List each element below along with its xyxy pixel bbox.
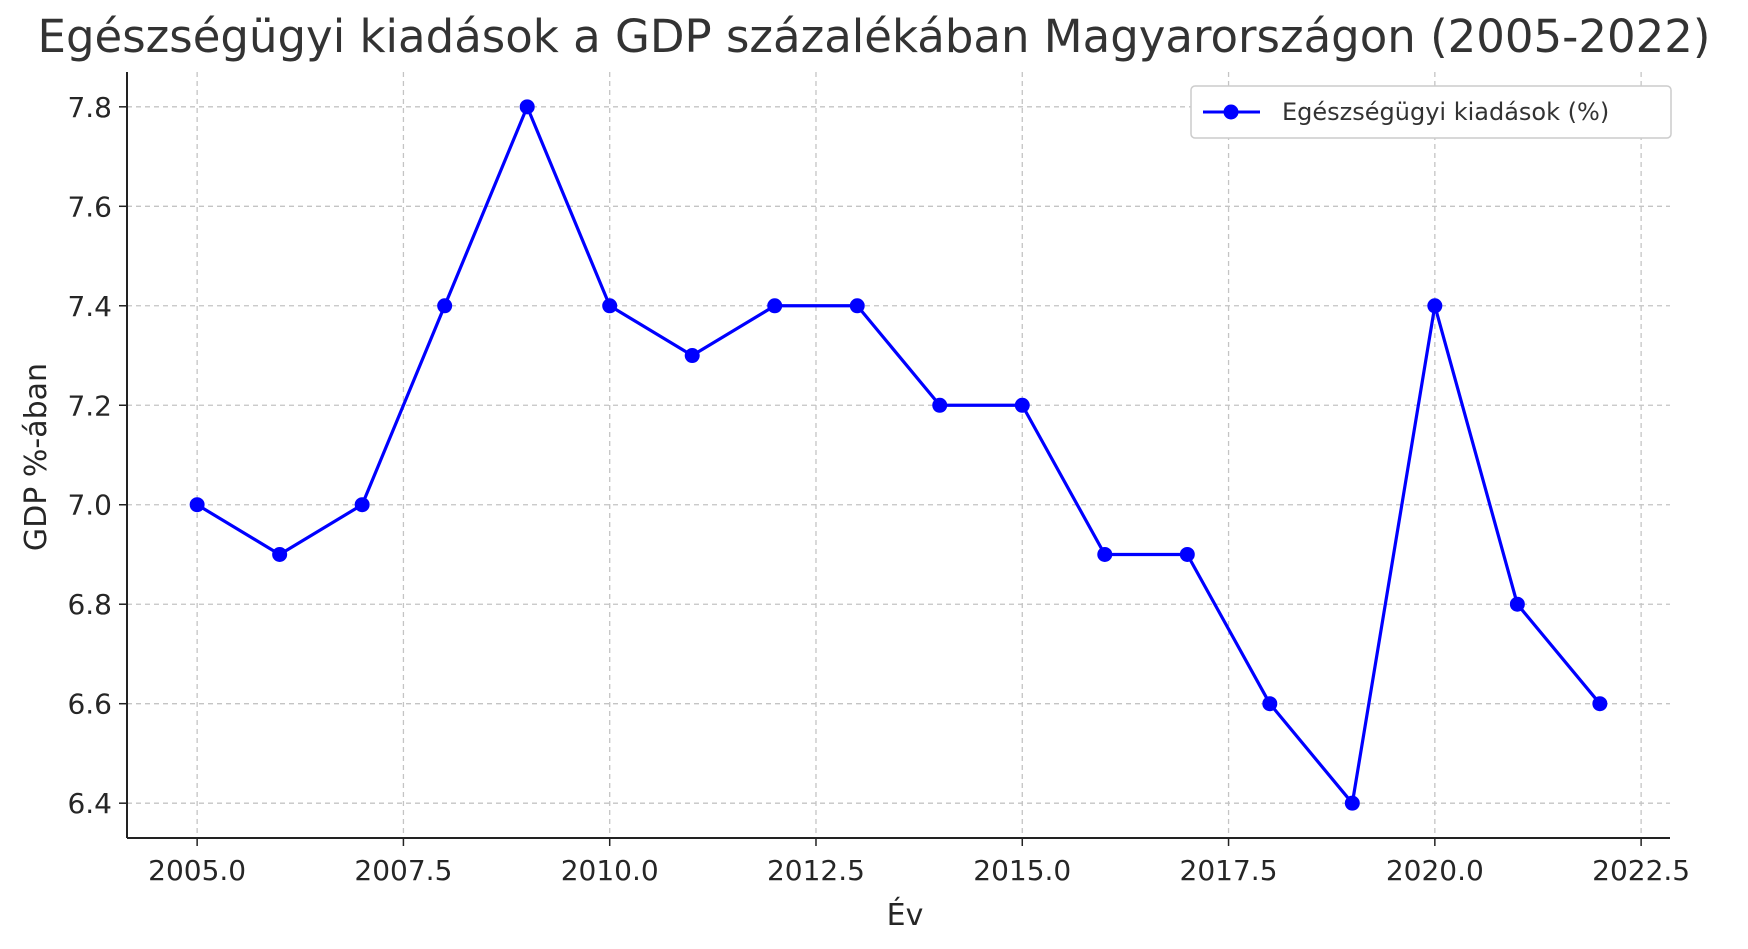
legend-label: Egészségügyi kiadások (%): [1282, 98, 1609, 126]
y-axis-ticks: 6.4 6.6 6.8 7.0 7.2 7.4 7.6 7.8: [67, 91, 127, 820]
data-point: [602, 298, 618, 314]
x-tick-label: 2010.0: [561, 854, 659, 887]
x-tick-label: 2007.5: [354, 854, 452, 887]
data-point: [1097, 546, 1113, 562]
data-point: [1592, 696, 1608, 712]
y-axis-title: GDP %-ában: [19, 363, 54, 551]
data-point: [849, 298, 865, 314]
x-tick-label: 2005.0: [148, 854, 246, 887]
legend-box: [1190, 85, 1672, 139]
series-layer: [189, 99, 1608, 811]
x-tick-label: 2017.5: [1180, 854, 1278, 887]
legend: Egészségügyi kiadások (%): [1190, 85, 1672, 139]
x-tick-label: 2012.5: [767, 854, 865, 887]
grid: [127, 72, 1670, 838]
x-tick-label: 2020.0: [1386, 854, 1484, 887]
data-point: [932, 397, 948, 413]
data-point: [354, 497, 370, 513]
y-tick-label: 7.6: [67, 190, 112, 223]
chart-title: Egészségügyi kiadások a GDP százalékában…: [37, 10, 1711, 63]
y-tick-label: 7.8: [67, 91, 112, 124]
data-point: [272, 546, 288, 562]
x-tick-label: 2022.5: [1592, 854, 1690, 887]
y-tick-label: 7.2: [67, 389, 112, 422]
y-tick-label: 6.8: [67, 588, 112, 621]
data-point: [437, 298, 453, 314]
data-point: [519, 99, 535, 115]
x-axis-title: Év: [887, 897, 924, 933]
legend-marker-sample: [1223, 104, 1239, 120]
y-tick-label: 7.4: [67, 290, 112, 323]
x-axis-ticks: 2005.0 2007.5 2010.0 2012.5 2015.0 2017.5 2020…: [148, 838, 1690, 887]
data-point: [1179, 546, 1195, 562]
data-point: [1427, 298, 1443, 314]
data-point: [1344, 795, 1360, 811]
y-tick-label: 7.0: [67, 489, 112, 522]
data-point: [1509, 596, 1525, 612]
data-point: [1014, 397, 1030, 413]
data-point: [767, 298, 783, 314]
data-point: [1262, 696, 1278, 712]
axes: [126, 72, 1670, 839]
series-line: [196, 105, 1602, 805]
data-point: [684, 348, 700, 364]
x-tick-label: 2015.0: [973, 854, 1071, 887]
y-tick-label: 6.4: [67, 787, 112, 820]
data-point: [189, 497, 205, 513]
y-tick-label: 6.6: [67, 688, 112, 721]
